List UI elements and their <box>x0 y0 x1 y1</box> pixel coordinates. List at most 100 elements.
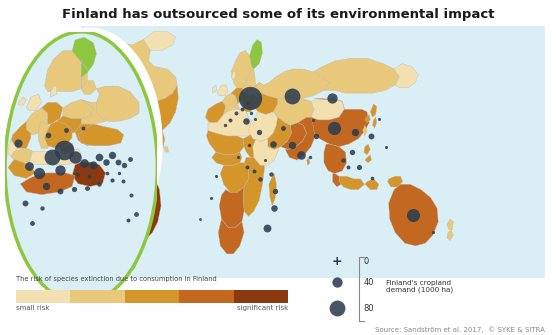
Polygon shape <box>60 143 75 157</box>
Text: Finland's cropland
demand (1000 ha): Finland's cropland demand (1000 ha) <box>386 279 453 293</box>
Polygon shape <box>311 98 344 120</box>
Polygon shape <box>159 131 165 147</box>
Point <box>355 164 364 170</box>
Polygon shape <box>285 117 317 160</box>
Point <box>101 159 110 165</box>
Point <box>263 226 272 231</box>
Polygon shape <box>212 85 217 93</box>
Polygon shape <box>365 155 371 163</box>
Polygon shape <box>44 121 72 148</box>
Polygon shape <box>253 133 279 165</box>
Polygon shape <box>107 85 178 136</box>
Point <box>233 155 242 160</box>
Point <box>332 279 341 285</box>
Point <box>115 170 124 176</box>
Point <box>327 96 336 101</box>
Polygon shape <box>447 230 453 241</box>
Polygon shape <box>122 232 138 273</box>
Text: 0: 0 <box>364 257 369 266</box>
Polygon shape <box>126 206 147 241</box>
Point <box>56 168 64 173</box>
Point <box>271 188 280 194</box>
Polygon shape <box>118 128 150 160</box>
Point <box>329 125 338 131</box>
Point <box>260 157 269 163</box>
Point <box>367 133 376 139</box>
Polygon shape <box>270 98 314 125</box>
Text: The risk of species extinction due to consumption in Finland: The risk of species extinction due to co… <box>16 276 216 282</box>
Point <box>231 111 240 116</box>
Polygon shape <box>243 152 265 216</box>
Point <box>206 195 215 200</box>
Polygon shape <box>250 40 262 69</box>
Point <box>339 157 348 163</box>
Polygon shape <box>339 176 364 190</box>
Polygon shape <box>373 117 377 128</box>
Polygon shape <box>242 66 256 96</box>
Point <box>237 107 246 112</box>
Polygon shape <box>365 179 379 190</box>
Point <box>85 173 93 178</box>
Polygon shape <box>242 112 249 123</box>
Polygon shape <box>117 203 128 241</box>
Polygon shape <box>96 86 139 121</box>
Point <box>42 184 51 189</box>
Polygon shape <box>63 100 93 119</box>
Point <box>56 188 64 193</box>
Point <box>429 230 438 235</box>
Polygon shape <box>254 93 277 115</box>
Point <box>118 178 127 184</box>
Polygon shape <box>447 219 453 230</box>
Polygon shape <box>9 140 81 165</box>
Polygon shape <box>220 163 249 192</box>
Text: Source: Sandström et al. 2017,  © SYKE & SITRA: Source: Sandström et al. 2017, © SYKE & … <box>375 327 545 333</box>
Polygon shape <box>118 241 123 267</box>
Point <box>103 170 112 176</box>
Polygon shape <box>365 115 370 123</box>
Point <box>62 127 71 132</box>
Polygon shape <box>208 109 255 136</box>
Point <box>27 220 36 226</box>
Polygon shape <box>8 159 36 178</box>
Bar <box>179 290 234 303</box>
Polygon shape <box>128 165 147 184</box>
Polygon shape <box>19 97 26 105</box>
Point <box>243 100 252 105</box>
Point <box>344 164 353 170</box>
Point <box>351 129 360 135</box>
Point <box>287 93 296 98</box>
Polygon shape <box>81 81 96 94</box>
Point <box>21 200 29 205</box>
Point <box>120 162 128 168</box>
Point <box>123 160 132 165</box>
Polygon shape <box>125 176 161 241</box>
Polygon shape <box>11 148 32 162</box>
Point <box>332 306 341 311</box>
Point <box>95 154 104 159</box>
Polygon shape <box>78 124 124 146</box>
Text: small risk: small risk <box>16 305 49 311</box>
Polygon shape <box>205 101 226 123</box>
Point <box>297 152 306 157</box>
Point <box>89 162 98 168</box>
Polygon shape <box>26 94 42 111</box>
Polygon shape <box>44 51 87 91</box>
Point <box>121 128 130 133</box>
Text: 40: 40 <box>364 277 374 286</box>
Polygon shape <box>38 121 51 148</box>
Point <box>268 141 277 147</box>
Point <box>43 132 52 138</box>
Point <box>133 116 142 121</box>
Point <box>107 153 116 158</box>
Point <box>69 187 78 192</box>
Polygon shape <box>206 131 244 155</box>
Polygon shape <box>11 121 31 148</box>
Polygon shape <box>26 108 48 135</box>
Bar <box>125 290 179 303</box>
Point <box>78 126 87 131</box>
Bar <box>16 290 70 303</box>
Point <box>95 181 104 187</box>
Point <box>249 168 258 174</box>
Point <box>127 192 136 197</box>
Point <box>267 171 276 176</box>
